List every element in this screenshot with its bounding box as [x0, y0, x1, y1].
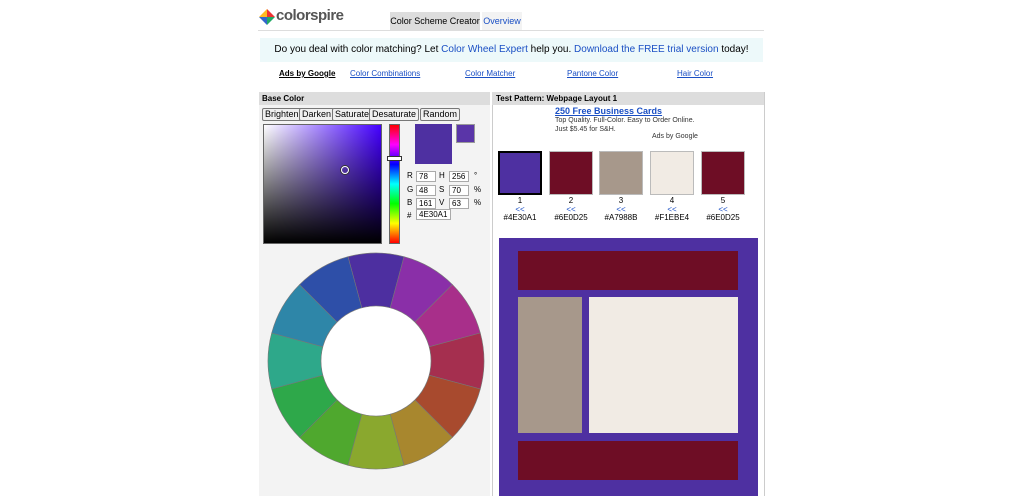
nav-link[interactable]: Color Matcher [465, 69, 516, 78]
logo-icon [259, 9, 275, 25]
tab[interactable]: Color Scheme Creator [390, 12, 480, 30]
ads-by[interactable]: Ads by Google [652, 133, 698, 140]
nav-ads[interactable]: Ads by Google [279, 69, 336, 78]
swatch-hex: #A7988B [604, 213, 638, 222]
field-input[interactable]: 78 [416, 171, 436, 182]
swatch-number: 2 [568, 196, 574, 205]
button[interactable]: Darken [299, 108, 335, 121]
hex-input[interactable]: 4E30A1 [416, 209, 451, 220]
swatch-hex: #F1EBE4 [654, 213, 690, 222]
swatch-number: 5 [720, 196, 726, 205]
swatch[interactable] [701, 151, 745, 195]
field-unit: ° [474, 171, 478, 180]
divider [258, 30, 764, 31]
field-input[interactable]: 256 [449, 171, 469, 182]
field-label: B [407, 198, 413, 207]
swatch-hex: #6E0D25 [706, 213, 740, 222]
layout-sidebar [518, 297, 582, 433]
button[interactable]: Desaturate [369, 108, 420, 121]
layout-footer [518, 441, 738, 480]
saturation-value-picker[interactable] [263, 124, 382, 244]
field-input[interactable]: 48 [416, 185, 436, 196]
panel-title: Test Pattern: Webpage Layout 1 [492, 92, 764, 105]
swatch-number: 1 [517, 196, 523, 205]
picker-marker [341, 166, 349, 174]
swatch[interactable] [498, 151, 542, 195]
button[interactable]: Brighten [262, 108, 302, 121]
field-label: V [439, 198, 445, 207]
color-wheel[interactable] [262, 247, 490, 475]
field-input[interactable]: 63 [449, 198, 469, 209]
banner-link[interactable]: Color Wheel Expert [441, 44, 528, 55]
swatch-number: 3 [618, 196, 624, 205]
swatch-arrow[interactable]: << [718, 205, 728, 214]
swatch-arrow[interactable]: << [667, 205, 677, 214]
hue-marker [387, 156, 402, 161]
field-label: S [439, 185, 445, 194]
nav-link[interactable]: Hair Color [677, 69, 714, 78]
swatch-hex: #4E30A1 [503, 213, 537, 222]
button[interactable]: Saturate [332, 108, 373, 121]
panel-title: Base Color [259, 92, 490, 105]
swatch[interactable] [599, 151, 643, 195]
field-label: G [407, 185, 414, 194]
wheel-center [320, 305, 432, 417]
current-color [415, 124, 452, 164]
swatch-hex: #6E0D25 [554, 213, 588, 222]
ad-text: Top Quality. Full-Color. Easy to Order O… [555, 117, 695, 133]
banner: Do you deal with color matching? Let Col… [260, 38, 763, 62]
original-color [456, 124, 475, 143]
field-input[interactable]: 161 [416, 198, 436, 209]
field-label: # [407, 211, 412, 220]
tab[interactable]: Overview [482, 12, 522, 30]
swatch-number: 4 [669, 196, 675, 205]
layout-header [518, 251, 738, 290]
swatch-arrow[interactable]: << [515, 205, 525, 214]
nav-link[interactable]: Color Combinations [350, 69, 421, 78]
banner-link[interactable]: Download the FREE trial version [574, 44, 719, 55]
hue-slider[interactable] [389, 124, 400, 244]
swatch[interactable] [650, 151, 694, 195]
ad-title[interactable]: 250 Free Business Cards [555, 106, 663, 116]
field-input[interactable]: 70 [449, 185, 469, 196]
swatch-arrow[interactable]: << [616, 205, 626, 214]
field-unit: % [474, 185, 482, 194]
logo[interactable]: colorspire [276, 7, 344, 24]
field-unit: % [474, 198, 482, 207]
banner-text: Do you deal with color matching? Let [274, 44, 442, 55]
banner-text: today! [718, 44, 749, 55]
field-label: H [439, 171, 445, 180]
nav-link[interactable]: Pantone Color [567, 69, 619, 78]
swatch-arrow[interactable]: << [566, 205, 576, 214]
swatch[interactable] [549, 151, 593, 195]
layout-content [589, 297, 738, 433]
field-label: R [407, 171, 413, 180]
banner-text: help you. [527, 44, 575, 55]
button[interactable]: Random [420, 108, 461, 121]
